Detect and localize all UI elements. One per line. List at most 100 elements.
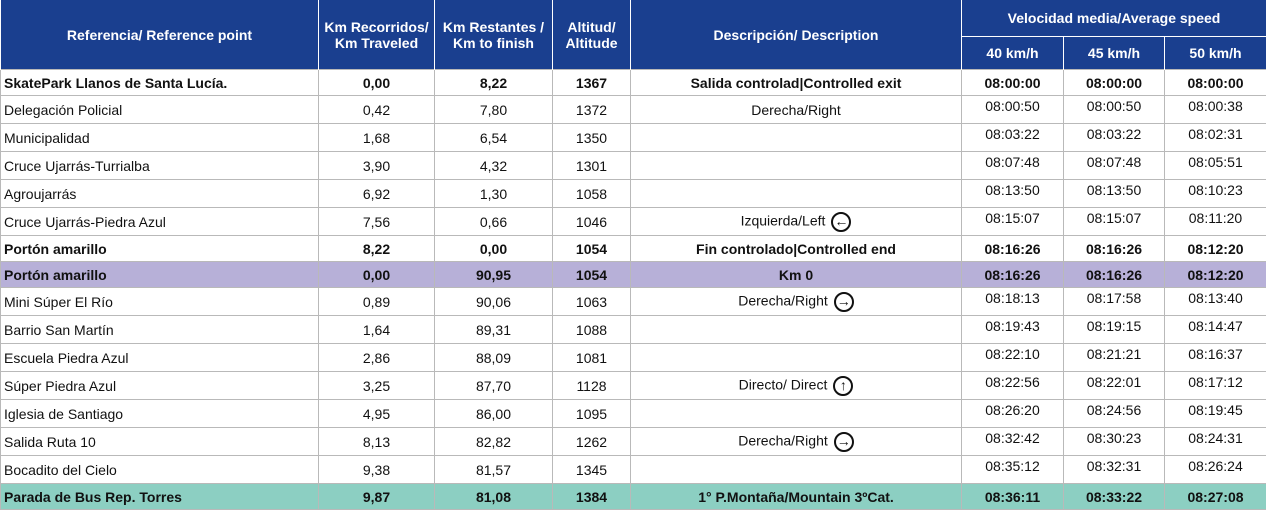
cell-time-45-text: 08:13:50 (1087, 182, 1142, 198)
header-speed-45: 45 km/h (1064, 37, 1165, 70)
cell-description: Directo/ Direct↑ (631, 372, 962, 400)
cell-time-40: 08:03:22 (962, 124, 1064, 152)
cell-time-50-text: 08:00:38 (1188, 98, 1243, 114)
cell-reference-text: Súper Piedra Azul (4, 378, 116, 394)
cell-time-40: 08:26:20 (962, 400, 1064, 428)
cell-time-45: 08:17:58 (1064, 288, 1165, 316)
cell-altitude: 1350 (553, 124, 631, 152)
cell-km-to-finish-text: 86,00 (476, 406, 511, 422)
cell-km-to-finish-text: 88,09 (476, 350, 511, 366)
cell-km-to-finish: 4,32 (435, 152, 553, 180)
cell-reference-text: Bocadito del Cielo (4, 462, 117, 478)
cell-altitude: 1372 (553, 96, 631, 124)
cell-time-45: 08:16:26 (1064, 262, 1165, 288)
cell-km-to-finish: 87,70 (435, 372, 553, 400)
cell-description-text: Salida controlad|Controlled exit (691, 75, 902, 91)
cell-time-45: 08:13:50 (1064, 180, 1165, 208)
arrow-right-icon: → (834, 432, 854, 452)
cell-reference: Iglesia de Santiago (1, 400, 319, 428)
cell-reference-text: Municipalidad (4, 130, 90, 146)
cell-time-45-text: 08:19:15 (1087, 318, 1142, 334)
cell-reference: Portón amarillo (1, 262, 319, 288)
cell-time-45-text: 08:15:07 (1087, 210, 1142, 226)
cell-time-40-text: 08:00:50 (985, 98, 1040, 114)
cell-altitude: 1128 (553, 372, 631, 400)
cell-km-traveled-text: 1,64 (363, 322, 390, 338)
cell-time-50-text: 08:19:45 (1188, 402, 1243, 418)
cell-reference: Mini Súper El Río (1, 288, 319, 316)
cell-km-to-finish: 90,06 (435, 288, 553, 316)
cell-time-50-text: 08:02:31 (1188, 126, 1243, 142)
cell-time-45: 08:15:07 (1064, 208, 1165, 236)
cell-altitude-text: 1095 (576, 406, 607, 422)
cell-altitude-text: 1262 (576, 434, 607, 450)
cell-reference-text: Mini Súper El Río (4, 294, 113, 310)
cell-time-45: 08:32:31 (1064, 456, 1165, 484)
cell-reference-text: Cruce Ujarrás-Turrialba (4, 158, 150, 174)
cell-km-traveled-text: 0,00 (363, 75, 390, 91)
cell-km-to-finish: 86,00 (435, 400, 553, 428)
cell-km-to-finish-text: 6,54 (480, 130, 507, 146)
cell-altitude-text: 1301 (576, 158, 607, 174)
cell-altitude-text: 1063 (576, 294, 607, 310)
cell-time-40: 08:35:12 (962, 456, 1064, 484)
cell-km-traveled: 1,64 (319, 316, 435, 344)
cell-time-40-text: 08:19:43 (985, 318, 1040, 334)
header-km-traveled: Km Recorridos/ Km Traveled (319, 0, 435, 70)
header-description: Descripción/ Description (631, 0, 962, 70)
cell-time-50-text: 08:24:31 (1188, 430, 1243, 446)
cell-description-text: Derecha/Right (738, 292, 828, 308)
cell-km-traveled: 8,13 (319, 428, 435, 456)
cell-reference: Parada de Bus Rep. Torres (1, 484, 319, 510)
cell-time-50: 08:00:00 (1165, 70, 1266, 96)
header-altitude: Altitud/ Altitude (553, 0, 631, 70)
cell-time-45: 08:22:01 (1064, 372, 1165, 400)
cell-km-to-finish: 7,80 (435, 96, 553, 124)
cell-description: Salida controlad|Controlled exit (631, 70, 962, 96)
cell-time-40: 08:07:48 (962, 152, 1064, 180)
table-header: Referencia/ Reference point Km Recorrido… (1, 0, 1266, 70)
cell-time-45: 08:19:15 (1064, 316, 1165, 344)
cell-altitude: 1054 (553, 262, 631, 288)
cell-time-45: 08:30:23 (1064, 428, 1165, 456)
cell-km-to-finish: 81,57 (435, 456, 553, 484)
cell-altitude-text: 1058 (576, 186, 607, 202)
cell-time-50: 08:26:24 (1165, 456, 1266, 484)
cell-time-50: 08:17:12 (1165, 372, 1266, 400)
cell-km-traveled-text: 7,56 (363, 214, 390, 230)
cell-reference-text: Cruce Ujarrás-Piedra Azul (4, 214, 166, 230)
cell-time-45: 08:16:26 (1064, 236, 1165, 262)
cell-reference-text: Escuela Piedra Azul (4, 350, 129, 366)
cell-description (631, 316, 962, 344)
cell-time-50: 08:05:51 (1165, 152, 1266, 180)
cell-reference: Portón amarillo (1, 236, 319, 262)
cell-description: Derecha/Right→ (631, 288, 962, 316)
cell-time-50-text: 08:26:24 (1188, 458, 1243, 474)
cell-time-40: 08:18:13 (962, 288, 1064, 316)
cell-km-traveled: 7,56 (319, 208, 435, 236)
cell-km-to-finish-text: 0,66 (480, 214, 507, 230)
cell-description-text: Derecha/Right (738, 432, 828, 448)
cell-km-traveled: 2,86 (319, 344, 435, 372)
cell-time-40: 08:19:43 (962, 316, 1064, 344)
cell-altitude-text: 1054 (576, 241, 607, 257)
cell-km-traveled-text: 0,00 (363, 267, 390, 283)
cell-km-to-finish-text: 4,32 (480, 158, 507, 174)
cell-reference: Cruce Ujarrás-Turrialba (1, 152, 319, 180)
header-speed-40: 40 km/h (962, 37, 1064, 70)
cell-time-50-text: 08:17:12 (1188, 374, 1243, 390)
cell-time-40-text: 08:26:20 (985, 402, 1040, 418)
cell-description (631, 180, 962, 208)
cell-time-50-text: 08:16:37 (1188, 346, 1243, 362)
header-average-speed: Velocidad media/Average speed (962, 0, 1266, 37)
cell-time-50-text: 08:27:08 (1187, 489, 1243, 505)
cell-km-to-finish-text: 1,30 (480, 186, 507, 202)
cell-altitude: 1063 (553, 288, 631, 316)
cell-time-50-text: 08:10:23 (1188, 182, 1243, 198)
cell-time-50-text: 08:00:00 (1187, 75, 1243, 91)
cell-time-45: 08:21:21 (1064, 344, 1165, 372)
cell-km-traveled-text: 8,22 (363, 241, 390, 257)
